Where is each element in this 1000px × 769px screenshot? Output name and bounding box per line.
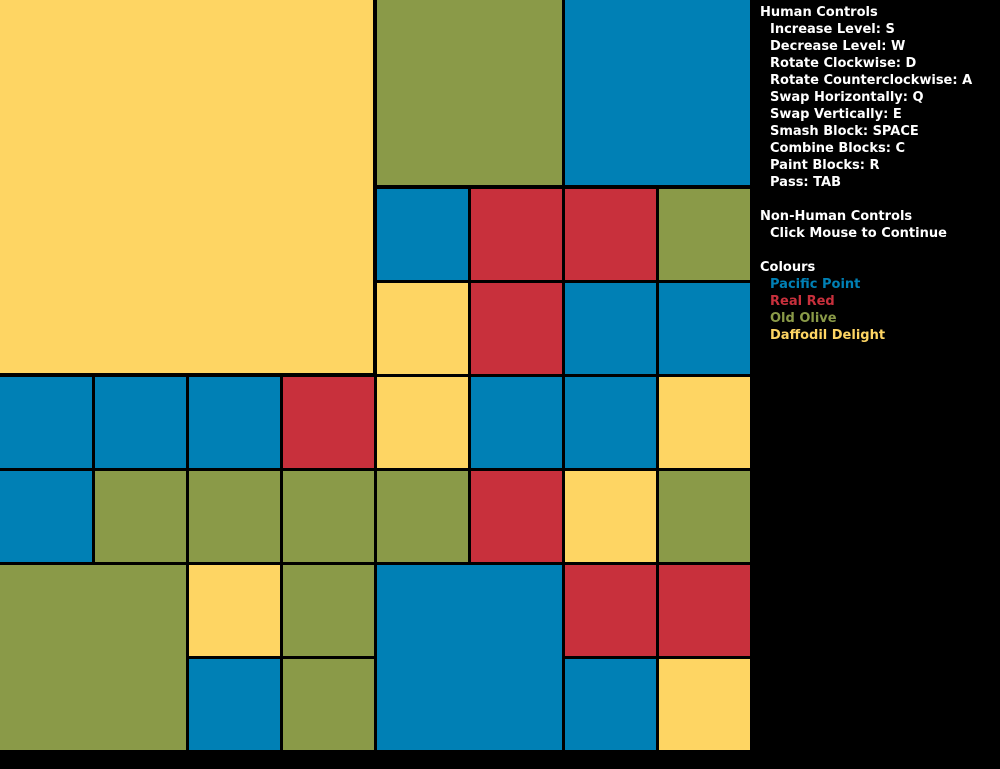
board-block[interactable] — [189, 565, 280, 656]
board-block[interactable] — [0, 0, 373, 373]
colour-daffodil-delight: Daffodil Delight — [770, 328, 886, 343]
board-block[interactable] — [95, 377, 186, 468]
board-block[interactable] — [565, 377, 656, 468]
board-block[interactable] — [659, 377, 750, 468]
control-pass: Pass: TAB — [770, 175, 841, 190]
board-block[interactable] — [0, 471, 92, 562]
board-block[interactable] — [565, 659, 656, 750]
board-block[interactable] — [377, 189, 468, 280]
board-block[interactable] — [189, 471, 280, 562]
control-increase-level: Increase Level: S — [770, 22, 895, 37]
legend-panel: Human Controls Increase Level: S Decreas… — [760, 4, 998, 361]
control-swap-horizontally: Swap Horizontally: Q — [770, 90, 924, 105]
control-rotate-clockwise: Rotate Clockwise: D — [770, 56, 917, 71]
board-block[interactable] — [377, 377, 468, 468]
control-smash-block: Smash Block: SPACE — [770, 124, 919, 139]
colour-pacific-point: Pacific Point — [770, 277, 861, 292]
human-controls-heading: Human Controls — [760, 5, 878, 20]
control-paint-blocks: Paint Blocks: R — [770, 158, 880, 173]
board-block[interactable] — [471, 471, 562, 562]
board-block[interactable] — [283, 377, 374, 468]
board-block[interactable] — [471, 189, 562, 280]
board-block[interactable] — [565, 283, 656, 374]
board-block[interactable] — [189, 377, 280, 468]
board-block[interactable] — [659, 471, 750, 562]
control-combine-blocks: Combine Blocks: C — [770, 141, 906, 156]
board-block[interactable] — [283, 659, 374, 750]
control-swap-vertically: Swap Vertically: E — [770, 107, 902, 122]
board-block[interactable] — [565, 189, 656, 280]
board-block[interactable] — [377, 565, 562, 750]
control-click-to-continue: Click Mouse to Continue — [770, 226, 947, 241]
board-block[interactable] — [0, 377, 92, 468]
control-rotate-counterclockwise: Rotate Counterclockwise: A — [770, 73, 973, 88]
board-block[interactable] — [471, 377, 562, 468]
board-block[interactable] — [377, 0, 562, 185]
human-controls-section: Human Controls Increase Level: S Decreas… — [760, 4, 998, 191]
colour-old-olive: Old Olive — [770, 311, 837, 326]
colours-section: Colours Pacific Point Real Red Old Olive… — [760, 259, 998, 344]
board-block[interactable] — [659, 565, 750, 656]
board-block[interactable] — [283, 565, 374, 656]
board-block[interactable] — [377, 283, 468, 374]
board-block[interactable] — [377, 471, 468, 562]
board-block[interactable] — [565, 0, 750, 185]
board-block[interactable] — [659, 283, 750, 374]
game-board[interactable] — [0, 0, 751, 751]
board-block[interactable] — [0, 565, 186, 750]
board-block[interactable] — [189, 659, 280, 750]
non-human-controls-heading: Non-Human Controls — [760, 209, 913, 224]
colours-heading: Colours — [760, 260, 816, 275]
non-human-controls-section: Non-Human Controls Click Mouse to Contin… — [760, 208, 998, 242]
board-block[interactable] — [95, 471, 186, 562]
board-block[interactable] — [471, 283, 562, 374]
board-block[interactable] — [659, 659, 750, 750]
board-block[interactable] — [659, 189, 750, 280]
control-decrease-level: Decrease Level: W — [770, 39, 906, 54]
board-block[interactable] — [283, 471, 374, 562]
board-block[interactable] — [565, 471, 656, 562]
board-block[interactable] — [565, 565, 656, 656]
colour-real-red: Real Red — [770, 294, 835, 309]
